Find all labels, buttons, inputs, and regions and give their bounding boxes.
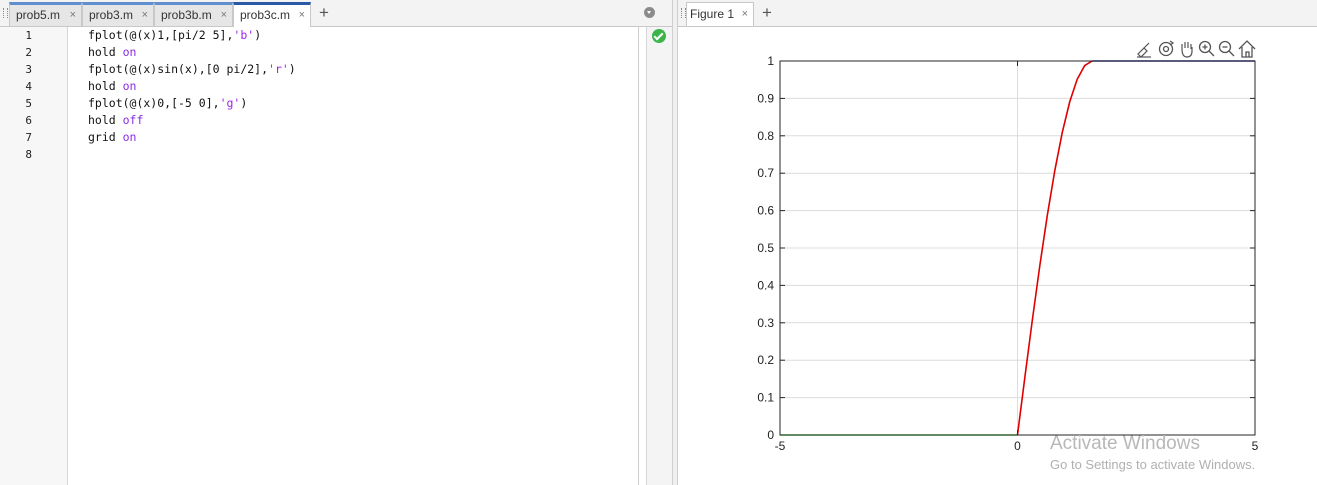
- code-line[interactable]: grid on: [88, 130, 137, 144]
- tab-prob3[interactable]: prob3.m ×: [82, 2, 154, 26]
- y-tick-label: 0.2: [757, 353, 774, 367]
- code-line[interactable]: hold on: [88, 79, 137, 93]
- tab-grip-icon[interactable]: [681, 8, 686, 18]
- dropdown-icon[interactable]: [644, 7, 655, 18]
- code-analyzer-bar: [646, 27, 673, 485]
- tab-label: prob3.m: [89, 8, 134, 22]
- figure-pane: Figure 1 × +: [678, 0, 1317, 485]
- zoom-in-icon[interactable]: [1198, 40, 1215, 57]
- close-icon[interactable]: ×: [298, 9, 305, 21]
- pane-divider[interactable]: [672, 0, 678, 485]
- axes-toolbar: [1136, 39, 1276, 59]
- tick-labels: 00.10.20.30.40.50.60.70.80.91-5 0 5: [757, 54, 1258, 453]
- code-line[interactable]: hold on: [88, 45, 137, 59]
- editor-tabbar: prob5.m × prob3.m × prob3b.m × prob3c.m …: [0, 0, 672, 27]
- code-line[interactable]: fplot(@(x)1,[pi/2 5],'b'): [88, 28, 262, 42]
- line-number: 8: [25, 148, 32, 161]
- rotate-icon[interactable]: [1158, 40, 1175, 57]
- axis-ticks: [779, 60, 1256, 436]
- grid-lines: [780, 61, 1255, 435]
- y-tick-label: 0.6: [757, 204, 774, 218]
- code-line[interactable]: hold off: [88, 113, 144, 127]
- y-tick-label: 0.8: [757, 129, 774, 143]
- close-icon[interactable]: ×: [741, 8, 748, 20]
- close-icon[interactable]: ×: [141, 9, 148, 21]
- y-tick-label: 0.1: [757, 391, 774, 405]
- line-number-gutter: 1 2 3 4 5 6 7 8: [0, 27, 68, 485]
- line-number: 4: [25, 80, 32, 93]
- y-tick-label: 1: [767, 54, 774, 68]
- y-tick-label: 0.7: [757, 166, 774, 180]
- close-icon[interactable]: ×: [69, 9, 76, 21]
- y-tick-label: 0.4: [757, 278, 774, 292]
- tab-label: prob3b.m: [161, 8, 212, 22]
- tab-grip-icon[interactable]: [3, 8, 8, 18]
- line-number: 1: [25, 29, 32, 42]
- tab-prob3c[interactable]: prob3c.m ×: [233, 2, 311, 27]
- tab-prob5[interactable]: prob5.m ×: [9, 2, 82, 26]
- watermark-subtitle: Go to Settings to activate Windows.: [1050, 457, 1256, 472]
- home-icon[interactable]: [1238, 40, 1256, 58]
- tab-prob3b[interactable]: prob3b.m ×: [154, 2, 233, 26]
- zoom-out-icon[interactable]: [1218, 40, 1235, 57]
- tab-label: Figure 1: [690, 7, 735, 21]
- brush-icon[interactable]: [1137, 42, 1151, 58]
- y-tick-label: 0.5: [757, 241, 774, 255]
- x-tick-label: 0: [1014, 439, 1021, 453]
- y-tick-label: 0: [767, 428, 774, 442]
- y-tick-label: 0.3: [757, 316, 774, 330]
- line-number: 3: [25, 63, 32, 76]
- watermark-title: Activate Windows: [1050, 433, 1200, 454]
- code-line[interactable]: fplot(@(x)0,[-5 0],'g'): [88, 96, 248, 110]
- add-tab-button[interactable]: +: [762, 3, 772, 22]
- tab-label: prob5.m: [16, 8, 61, 22]
- line-number: 2: [25, 46, 32, 59]
- check-ok-icon[interactable]: [652, 29, 666, 43]
- line-number: 7: [25, 131, 32, 144]
- editor-pane: prob5.m × prob3.m × prob3b.m × prob3c.m …: [0, 0, 672, 485]
- figure-tabbar: Figure 1 × +: [678, 0, 1317, 27]
- line-number: 6: [25, 114, 32, 127]
- line-number: 5: [25, 97, 32, 110]
- series-line-1: [1016, 60, 1093, 436]
- x-tick-label: -5: [775, 439, 786, 453]
- x-tick-label: 5: [1252, 439, 1259, 453]
- close-icon[interactable]: ×: [220, 9, 227, 21]
- y-tick-label: 0.9: [757, 91, 774, 105]
- code-line[interactable]: fplot(@(x)sin(x),[0 pi/2],'r'): [88, 62, 296, 76]
- tab-figure-1[interactable]: Figure 1 ×: [686, 2, 754, 26]
- right-margin-line: [638, 27, 639, 485]
- pan-hand-icon[interactable]: [1181, 42, 1193, 58]
- add-tab-button[interactable]: +: [319, 3, 329, 22]
- tab-label: prob3c.m: [240, 8, 291, 22]
